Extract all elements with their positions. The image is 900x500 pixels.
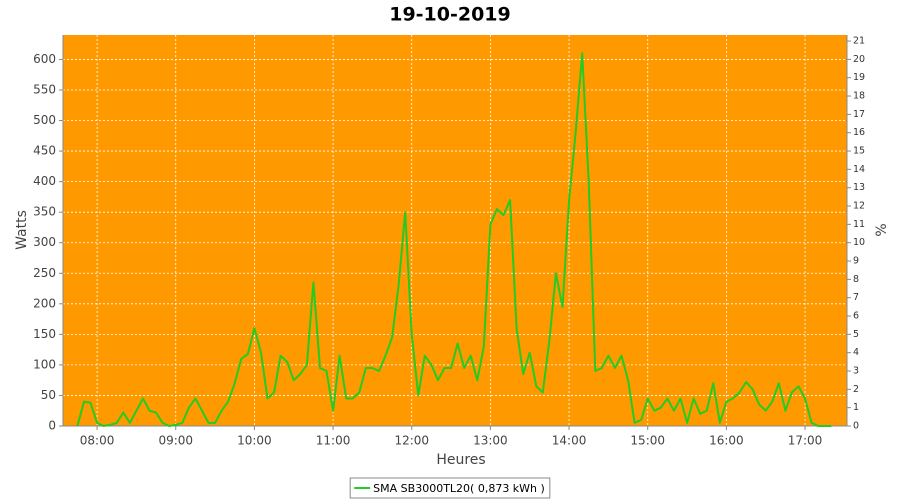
- y2-axis-label: %: [874, 223, 890, 236]
- y-tick-label: 600: [33, 52, 56, 66]
- y2-tick-label: 9: [853, 256, 859, 267]
- y2-tick-label: 3: [853, 366, 859, 377]
- y-tick-label: 400: [33, 174, 56, 188]
- y-tick-label: 150: [33, 327, 56, 341]
- y2-tick-label: 4: [853, 347, 859, 358]
- y2-tick-label: 21: [853, 36, 865, 47]
- y2-tick-label: 19: [853, 72, 865, 83]
- x-tick-label: 12:00: [394, 434, 429, 448]
- x-axis-label: Heures: [436, 452, 485, 468]
- y2-tick-label: 16: [853, 127, 865, 138]
- y2-tick-label: 18: [853, 91, 865, 102]
- x-tick-label: 10:00: [237, 434, 272, 448]
- y2-tick-label: 15: [853, 146, 865, 157]
- y2-tick-label: 0: [853, 421, 859, 432]
- x-tick-label: 15:00: [630, 434, 665, 448]
- y-tick-label: 300: [33, 235, 56, 249]
- y-tick-label: 100: [33, 357, 56, 371]
- plot-area: [63, 35, 847, 426]
- chart-title: 19-10-2019: [389, 4, 511, 26]
- y-tick-label: 200: [33, 296, 56, 310]
- legend-label: SMA SB3000TL20( 0,873 kWh ): [373, 482, 545, 495]
- x-tick-label: 16:00: [709, 434, 744, 448]
- x-tick-label: 17:00: [788, 434, 823, 448]
- y2-tick-label: 1: [853, 402, 859, 413]
- legend-box: [349, 477, 551, 499]
- y-tick-label: 350: [33, 205, 56, 219]
- y-axis-label: Watts: [14, 210, 30, 250]
- y2-tick-label: 11: [853, 219, 865, 230]
- x-tick-label: 09:00: [158, 434, 193, 448]
- x-tick-label: 14:00: [552, 434, 587, 448]
- y-tick-label: 50: [41, 388, 56, 402]
- y2-tick-label: 6: [853, 311, 859, 322]
- y2-tick-label: 14: [853, 164, 865, 175]
- y2-tick-label: 8: [853, 274, 859, 285]
- y2-tick-label: 5: [853, 329, 859, 340]
- y-tick-label: 250: [33, 266, 56, 280]
- y2-tick-label: 13: [853, 182, 865, 193]
- y2-tick-label: 12: [853, 201, 865, 212]
- y2-tick-label: 7: [853, 292, 859, 303]
- y-tick-label: 550: [33, 82, 56, 96]
- y-tick-label: 0: [48, 419, 56, 433]
- y2-tick-label: 20: [853, 54, 865, 65]
- y-tick-label: 500: [33, 113, 56, 127]
- y2-tick-label: 17: [853, 109, 865, 120]
- x-tick-label: 11:00: [316, 434, 351, 448]
- y2-tick-label: 10: [853, 237, 865, 248]
- x-tick-label: 13:00: [473, 434, 508, 448]
- x-tick-label: 08:00: [80, 434, 115, 448]
- y2-tick-label: 2: [853, 384, 859, 395]
- data-line: [76, 52, 832, 427]
- y-tick-label: 450: [33, 144, 56, 158]
